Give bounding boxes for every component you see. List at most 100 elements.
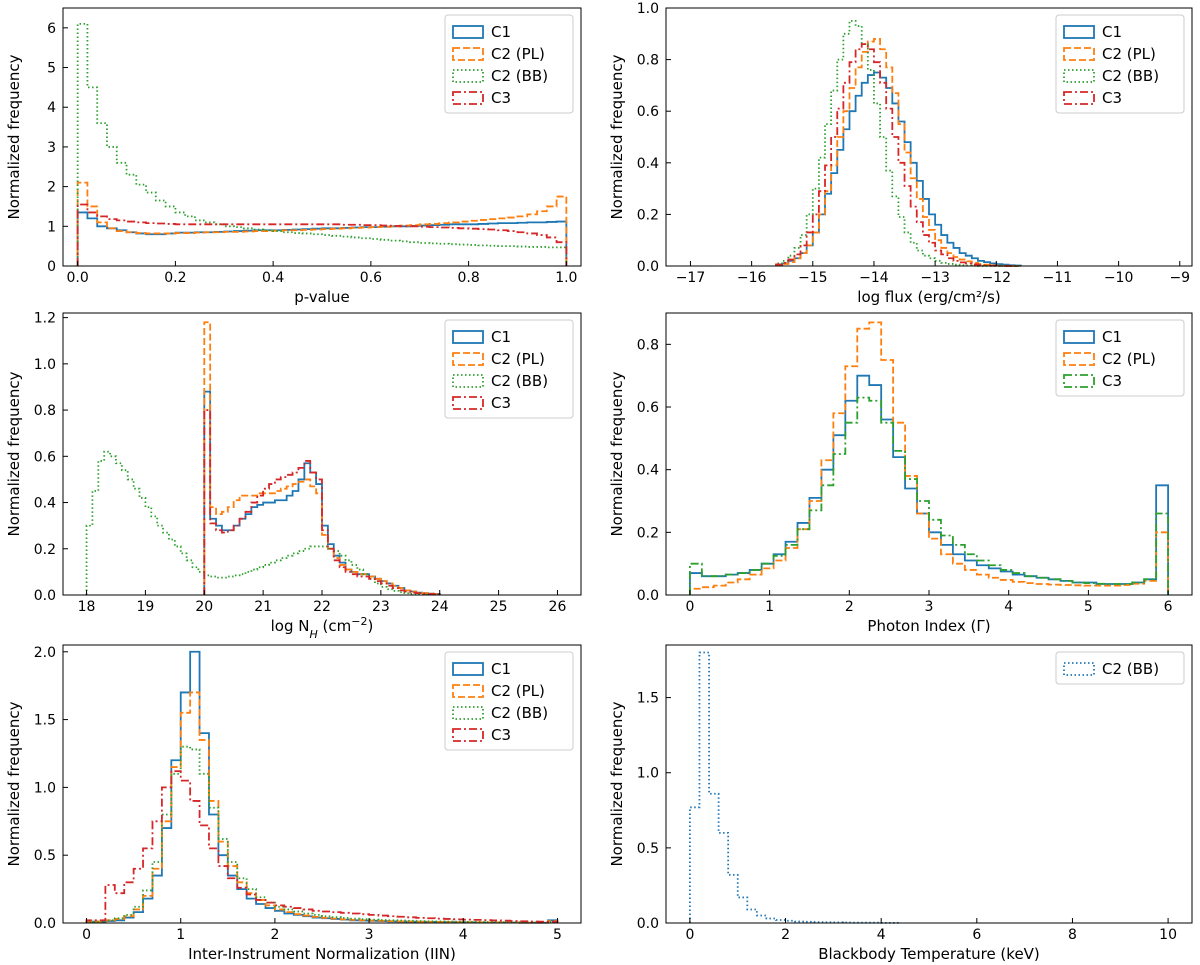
legend-swatch bbox=[452, 684, 484, 698]
x-tick-label: 22 bbox=[313, 599, 331, 615]
legend-swatch bbox=[452, 47, 484, 61]
legend-label: C2 (BB) bbox=[1102, 67, 1159, 85]
y-tick-label: 1.2 bbox=[34, 311, 56, 327]
y-tick-label: 0.2 bbox=[637, 525, 659, 541]
legend-box bbox=[444, 14, 574, 114]
x-tick-label: 3 bbox=[365, 927, 374, 943]
legend-label: C1 bbox=[1102, 23, 1122, 41]
series-c2-bb-line bbox=[689, 651, 902, 924]
x-tick-label: 0.6 bbox=[360, 270, 382, 286]
x-tick-label: 6 bbox=[972, 927, 981, 943]
legend-swatch bbox=[452, 69, 484, 83]
x-tick-label: −12 bbox=[982, 270, 1012, 286]
legend-swatch bbox=[452, 706, 484, 720]
legend-swatch bbox=[452, 374, 484, 388]
y-tick-label: 0.4 bbox=[637, 463, 659, 479]
x-tick-label: 10 bbox=[1159, 927, 1177, 943]
y-tick-label: 0.0 bbox=[637, 259, 659, 275]
x-tick-label: 2 bbox=[845, 599, 854, 615]
chart-flux: −17 −16 −15 −14 −13 −12 −11 −10 −9 0.0 0.2 0.4 0.6 0.… bbox=[608, 1, 1193, 306]
series-c2-bb-line bbox=[85, 450, 429, 596]
x-tick-label: 19 bbox=[136, 599, 154, 615]
y-tick-label: 6 bbox=[47, 21, 56, 37]
y-tick-label: 0.0 bbox=[637, 588, 659, 604]
series-c1-line bbox=[689, 374, 1169, 595]
legend-box bbox=[1055, 14, 1185, 114]
y-axis-label: Normalized frequency bbox=[5, 371, 23, 536]
series-c3-line bbox=[689, 396, 1169, 595]
x-tick-label: 23 bbox=[372, 599, 390, 615]
y-tick-label: 1.0 bbox=[637, 1, 659, 17]
legend: C1 C2 (PL) C2 (BB) C3 bbox=[444, 651, 574, 751]
y-axis-label: Normalized frequency bbox=[608, 371, 626, 536]
x-tick-label: 6 bbox=[1164, 599, 1173, 615]
legend: C1 C2 (PL) C3 bbox=[1055, 319, 1185, 397]
y-tick-label: 0.0 bbox=[637, 916, 659, 932]
x-tick-label: 0.8 bbox=[457, 270, 479, 286]
y-tick-label: 4 bbox=[47, 100, 56, 116]
legend-label: C2 (BB) bbox=[491, 372, 548, 390]
x-axis-label: Inter-Instrument Normalization (IIN) bbox=[188, 945, 456, 963]
legend-label: C3 bbox=[1102, 372, 1122, 390]
series-c2-bb-line bbox=[76, 22, 568, 266]
x-tick-label: −9 bbox=[1169, 270, 1190, 286]
y-tick-label: 2 bbox=[47, 180, 56, 196]
x-tick-label: 26 bbox=[549, 599, 567, 615]
x-tick-label: 4 bbox=[877, 927, 886, 943]
x-axis-label: log NH (cm−2) bbox=[271, 615, 374, 641]
y-tick-label: 0.8 bbox=[637, 53, 659, 69]
legend-label: C2 (PL) bbox=[491, 45, 545, 63]
axes-frame bbox=[665, 7, 1193, 267]
y-tick-label: 0.0 bbox=[34, 916, 56, 932]
legend-swatch bbox=[1063, 330, 1095, 344]
axes-frame bbox=[665, 644, 1193, 924]
legend-swatch bbox=[452, 25, 484, 39]
y-tick-label: 3 bbox=[47, 140, 56, 156]
x-axis-label: Blackbody Temperature (keV) bbox=[818, 945, 1040, 963]
series-c2-pl-line bbox=[203, 321, 441, 595]
legend-swatch bbox=[1063, 25, 1095, 39]
x-tick-label: 5 bbox=[553, 927, 562, 943]
y-tick-label: 1.0 bbox=[637, 766, 659, 782]
axes-frame bbox=[62, 7, 582, 267]
axes-frame bbox=[62, 644, 582, 924]
legend-label: C3 bbox=[491, 89, 511, 107]
y-tick-label: 1.5 bbox=[34, 713, 56, 729]
x-tick-label: 0 bbox=[82, 927, 91, 943]
y-tick-label: 5 bbox=[47, 61, 56, 77]
legend-label: C3 bbox=[491, 726, 511, 744]
legend: C2 (BB) bbox=[1055, 651, 1185, 685]
y-tick-label: 0.6 bbox=[637, 104, 659, 120]
x-tick-label: 0 bbox=[685, 927, 694, 943]
series-c1-line bbox=[203, 390, 441, 595]
legend-label: C2 (BB) bbox=[1102, 660, 1159, 678]
y-tick-label: 0.0 bbox=[34, 588, 56, 604]
y-tick-label: 1.0 bbox=[34, 780, 56, 796]
series-c2-pl-line bbox=[775, 38, 1021, 267]
series-c2-bb-line bbox=[775, 20, 1021, 267]
x-tick-label: 1 bbox=[765, 599, 774, 615]
legend-swatch bbox=[452, 352, 484, 366]
series-c2-pl-line bbox=[689, 321, 1169, 595]
y-tick-label: 1.0 bbox=[34, 357, 56, 373]
legend-swatch bbox=[452, 728, 484, 742]
x-tick-label: 21 bbox=[254, 599, 272, 615]
x-tick-label: 1.0 bbox=[555, 270, 577, 286]
legend-swatch bbox=[1063, 352, 1095, 366]
legend-swatch bbox=[452, 396, 484, 410]
x-tick-label: 4 bbox=[459, 927, 468, 943]
legend: C1 C2 (PL) C2 (BB) C3 bbox=[444, 319, 574, 419]
y-tick-label: 0.4 bbox=[34, 496, 56, 512]
x-tick-label: 8 bbox=[1068, 927, 1077, 943]
x-tick-label: −13 bbox=[920, 270, 950, 286]
chart-pvalue: 0.0 0.2 0.4 0.6 0.8 1.0 0 1 2 3 4 5 6 p-value Normaliz… bbox=[5, 7, 582, 306]
y-axis-label: Normalized frequency bbox=[5, 54, 23, 219]
legend-swatch bbox=[1063, 69, 1095, 83]
x-tick-label: 0.2 bbox=[164, 270, 186, 286]
y-tick-label: 0.4 bbox=[637, 156, 659, 172]
legend-label: C2 (PL) bbox=[1102, 350, 1156, 368]
x-axis-label: p-value bbox=[294, 288, 350, 306]
x-tick-label: −16 bbox=[737, 270, 767, 286]
legend: C1 C2 (PL) C2 (BB) C3 bbox=[1055, 14, 1185, 114]
y-axis-label: Normalized frequency bbox=[608, 54, 626, 219]
